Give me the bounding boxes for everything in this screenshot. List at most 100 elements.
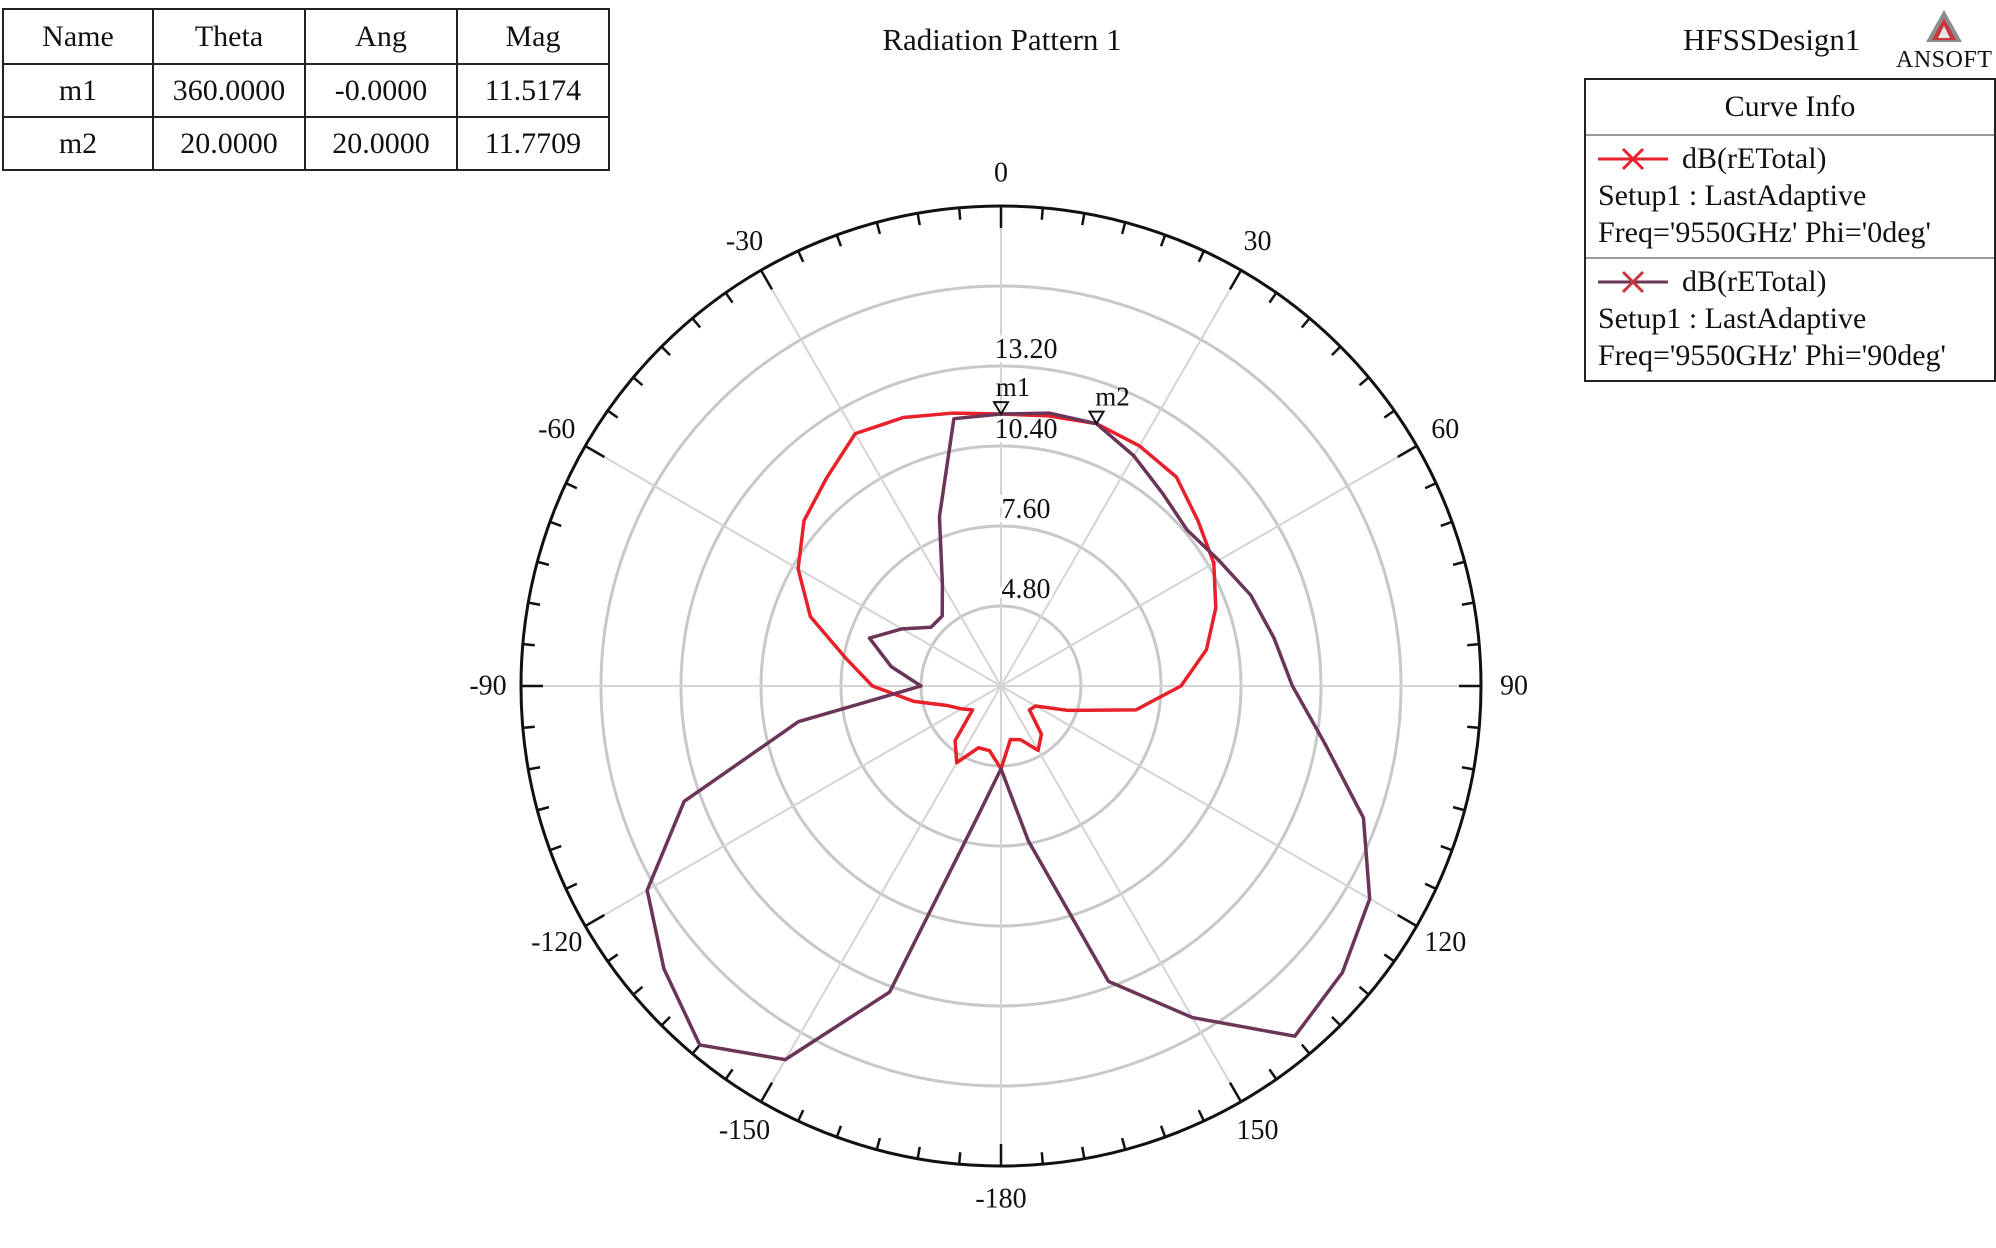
minor-tick — [632, 985, 644, 996]
minor-tick — [797, 250, 805, 263]
minor-tick — [724, 1068, 734, 1080]
angle-tick-label: -30 — [726, 226, 763, 257]
angle-tick-label: 30 — [1244, 226, 1272, 257]
minor-tick — [1358, 985, 1370, 996]
minor-tick — [1120, 222, 1127, 235]
legend: Curve Info dB(rETotal) Setup1 : LastAdap… — [1584, 78, 1996, 382]
minor-tick — [957, 207, 962, 220]
legend-series-name: dB(rETotal) — [1682, 142, 1827, 175]
table-row: m1 360.0000 -0.0000 11.5174 — [2, 63, 610, 118]
minor-tick — [1461, 601, 1474, 606]
angular-grid-line — [1000, 269, 1242, 687]
minor-tick — [916, 1146, 921, 1159]
marker-mag-cell: 11.7709 — [456, 116, 610, 171]
minor-tick — [565, 482, 578, 490]
major-tick — [1228, 1082, 1243, 1103]
legend-setup: Setup1 : LastAdaptive — [1598, 179, 1867, 212]
minor-tick — [1440, 520, 1453, 528]
marker-table-header-row: Name Theta Ang Mag — [2, 8, 610, 65]
legend-series-name: dB(rETotal) — [1682, 265, 1827, 298]
minor-tick — [875, 1137, 882, 1150]
minor-tick — [1268, 1068, 1278, 1080]
minor-tick — [528, 601, 541, 606]
angular-grid-line — [1000, 445, 1418, 687]
marker-triangle — [992, 401, 1010, 417]
minor-tick — [1159, 234, 1167, 247]
legend-swatch-icon — [1598, 147, 1668, 170]
minor-tick — [1467, 725, 1480, 730]
minor-tick — [522, 725, 535, 730]
angular-grid-line — [760, 269, 1002, 687]
legend-setup: Setup1 : LastAdaptive — [1598, 302, 1867, 335]
minor-tick — [549, 520, 562, 528]
marker-label: m1 — [996, 372, 1031, 402]
series-line-2 — [645, 411, 1372, 1062]
angular-grid-line — [1000, 685, 1418, 927]
legend-title: Curve Info — [1586, 80, 1994, 136]
chart-title: Radiation Pattern 1 — [882, 22, 1122, 57]
minor-tick — [632, 376, 644, 387]
angle-tick-label: -180 — [975, 1184, 1026, 1215]
radial-tick-label: 4.80 — [1002, 574, 1051, 605]
legend-entry: dB(rETotal) Setup1 : LastAdaptive Freq='… — [1586, 136, 1994, 257]
legend-params: Freq='9550GHz' Phi='0deg' — [1598, 216, 1931, 249]
design-name: HFSSDesign1 — [1683, 22, 1861, 57]
marker-theta-cell: 20.0000 — [152, 116, 306, 171]
minor-tick — [1331, 345, 1342, 356]
legend-params: Freq='9550GHz' Phi='90deg' — [1598, 339, 1946, 372]
angular-grid-line — [584, 685, 1002, 927]
minor-tick — [1452, 560, 1465, 567]
angular-grid-line — [760, 685, 1002, 1103]
angle-tick-label: -150 — [719, 1115, 770, 1146]
minor-tick — [522, 642, 535, 647]
minor-tick — [1081, 1146, 1086, 1159]
minor-tick — [1424, 882, 1437, 890]
minor-tick — [1331, 1016, 1342, 1027]
marker-name-cell: m2 — [2, 116, 154, 171]
radial-tick-label: 10.40 — [995, 414, 1058, 445]
minor-tick — [1197, 250, 1205, 263]
angle-tick-label: 0 — [994, 158, 1008, 189]
radial-tick-label: 13.20 — [995, 334, 1058, 365]
angular-grid-line — [584, 445, 1002, 687]
table-row: m2 20.0000 20.0000 11.7709 — [2, 116, 610, 171]
major-tick — [1228, 269, 1243, 290]
marker-label: m2 — [1095, 382, 1130, 412]
minor-tick — [797, 1109, 805, 1122]
major-tick — [584, 444, 605, 459]
radial-tick-label: 7.60 — [1002, 494, 1051, 525]
minor-tick — [916, 213, 921, 226]
minor-tick — [835, 234, 843, 247]
minor-tick — [565, 882, 578, 890]
minor-tick — [1383, 953, 1395, 963]
minor-tick — [528, 766, 541, 771]
marker-name-cell: m1 — [2, 63, 154, 118]
angle-tick-label: 120 — [1424, 927, 1466, 958]
minor-tick — [1358, 376, 1370, 387]
marker-ang-cell: 20.0000 — [304, 116, 458, 171]
minor-tick — [549, 844, 562, 852]
major-tick — [759, 1082, 774, 1103]
angle-tick-label: 150 — [1237, 1115, 1279, 1146]
minor-tick — [1268, 292, 1278, 304]
angle-tick-label: -120 — [531, 927, 582, 958]
minor-tick — [1383, 409, 1395, 419]
marker-theta-cell: 360.0000 — [152, 63, 306, 118]
header-mag: Mag — [456, 8, 610, 65]
ansoft-logo-icon — [1926, 10, 1962, 42]
header-theta: Theta — [152, 8, 306, 65]
legend-swatch-icon — [1598, 270, 1668, 293]
minor-tick — [607, 953, 619, 963]
header-name: Name — [2, 8, 154, 65]
minor-tick — [1300, 317, 1311, 329]
minor-tick — [1081, 213, 1086, 226]
minor-tick — [607, 409, 619, 419]
minor-tick — [1300, 1043, 1311, 1055]
angle-tick-label: -90 — [469, 671, 506, 702]
legend-entry: dB(rETotal) Setup1 : LastAdaptive Freq='… — [1586, 257, 1994, 380]
minor-tick — [660, 345, 671, 356]
marker-triangle — [1087, 410, 1106, 426]
angle-tick-label: -60 — [538, 414, 575, 445]
minor-tick — [537, 805, 550, 812]
